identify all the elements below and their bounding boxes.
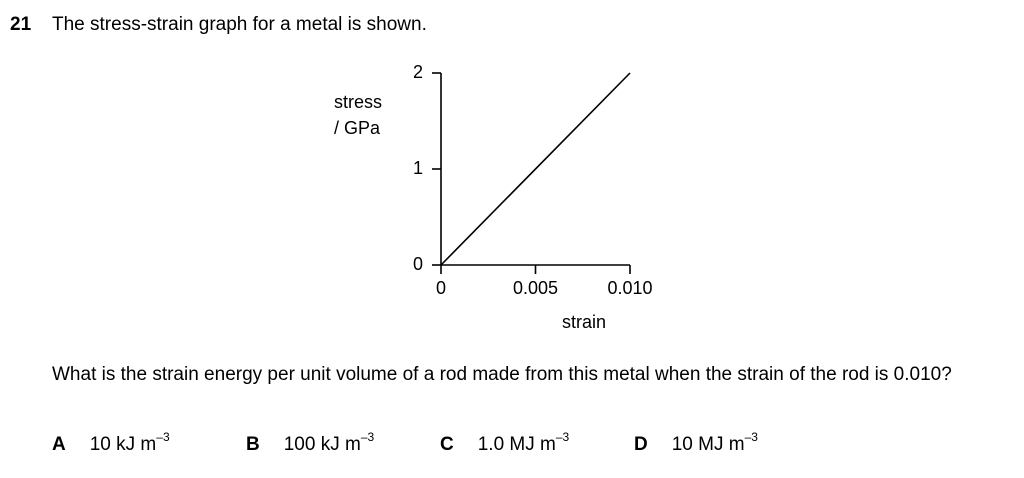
option-b-letter: B [246,434,260,455]
option-a[interactable]: A 10 kJ m–3 [52,430,170,456]
option-c-letter: C [440,434,454,455]
option-a-letter: A [52,434,66,455]
option-b[interactable]: B 100 kJ m–3 [246,430,374,456]
option-d[interactable]: D 10 MJ m–3 [634,430,758,456]
option-a-exponent: –3 [156,430,170,444]
chart-axes [432,72,631,274]
x-tick-label-1: 0.005 [512,278,559,298]
x-tick-label-2: 0.010 [607,278,653,298]
option-d-exponent: –3 [744,430,758,444]
question-prompt: What is the strain energy per unit volum… [52,364,952,385]
option-c[interactable]: C 1.0 MJ m–3 [440,430,569,456]
question-intro: The stress-strain graph for a metal is s… [52,14,427,35]
option-c-value: 1.0 MJ m [477,434,556,455]
option-d-letter: D [634,434,648,455]
x-axis-label: strain [562,312,607,332]
y-tick-label-0: 0 [413,254,424,274]
option-b-value: 100 kJ m [283,434,361,455]
option-b-exponent: –3 [360,430,375,444]
question-number: 21 [10,14,32,35]
y-axis-label-line1: stress [334,92,383,112]
y-tick-label-2: 2 [413,62,424,82]
option-c-exponent: –3 [555,430,570,444]
option-a-value: 10 kJ m [89,434,157,455]
series-line-0 [440,72,631,266]
y-axis-label-line2: / GPa [334,118,381,138]
chart-series [440,72,631,266]
option-d-value: 10 MJ m [671,434,745,455]
y-tick-label-1: 1 [413,158,424,178]
x-tick-label-0: 0 [435,278,446,298]
